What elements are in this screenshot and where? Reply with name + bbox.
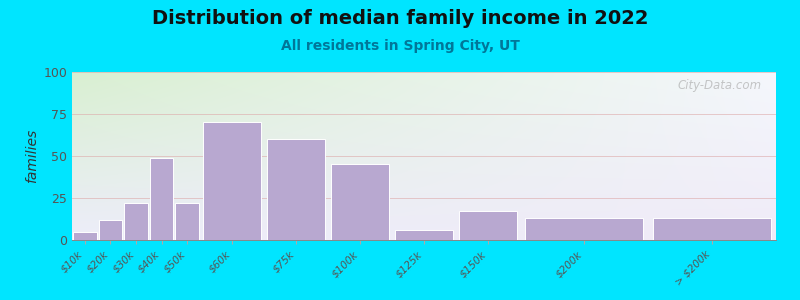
Bar: [394, 230, 454, 240]
Y-axis label: families: families: [25, 129, 39, 183]
Bar: [175, 203, 199, 240]
Bar: [525, 218, 643, 240]
Bar: [330, 164, 390, 240]
Text: Distribution of median family income in 2022: Distribution of median family income in …: [152, 9, 648, 28]
Text: All residents in Spring City, UT: All residents in Spring City, UT: [281, 39, 519, 53]
Bar: [73, 232, 97, 240]
Bar: [202, 122, 262, 240]
Bar: [98, 220, 122, 240]
Bar: [653, 218, 771, 240]
Bar: [150, 158, 174, 240]
Bar: [458, 212, 518, 240]
Bar: [266, 139, 326, 240]
Bar: [124, 203, 148, 240]
Text: City-Data.com: City-Data.com: [678, 79, 762, 92]
